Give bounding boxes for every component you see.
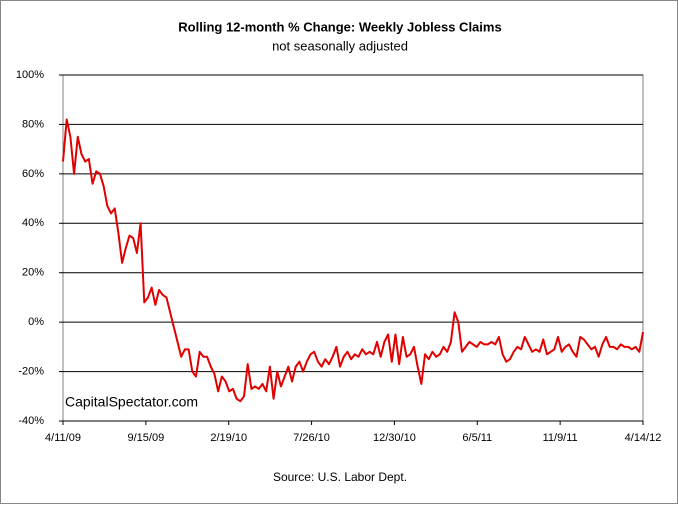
- y-tick-label: 80%: [22, 118, 44, 130]
- x-tick-label: 4/11/09: [45, 432, 81, 444]
- y-tick-label: -40%: [18, 415, 44, 427]
- y-tick-label: 0%: [28, 316, 44, 328]
- y-tick-label: 100%: [16, 69, 44, 81]
- data-line: [62, 118, 644, 403]
- y-tick-label: 20%: [22, 267, 44, 279]
- x-tick-label: 4/14/12: [625, 432, 662, 444]
- chart-subtitle: not seasonally adjusted: [272, 38, 408, 53]
- x-tick-label: 9/15/09: [128, 432, 165, 444]
- chart-title: Rolling 12-month % Change: Weekly Jobles…: [178, 19, 501, 34]
- watermark: CapitalSpectator.com: [65, 394, 198, 410]
- x-tick-label: 11/9/11: [543, 432, 578, 444]
- y-tick-label: 40%: [22, 217, 44, 229]
- plot-area: [62, 74, 644, 422]
- y-tick-label: -20%: [18, 365, 44, 377]
- source-note: Source: U.S. Labor Dept.: [273, 470, 407, 484]
- x-tick-label: 7/26/10: [293, 432, 330, 444]
- x-tick-label: 2/19/10: [210, 432, 247, 444]
- x-tick-label: 12/30/10: [373, 432, 416, 444]
- y-tick-label: 60%: [22, 168, 44, 180]
- x-tick-label: 6/5/11: [462, 432, 492, 444]
